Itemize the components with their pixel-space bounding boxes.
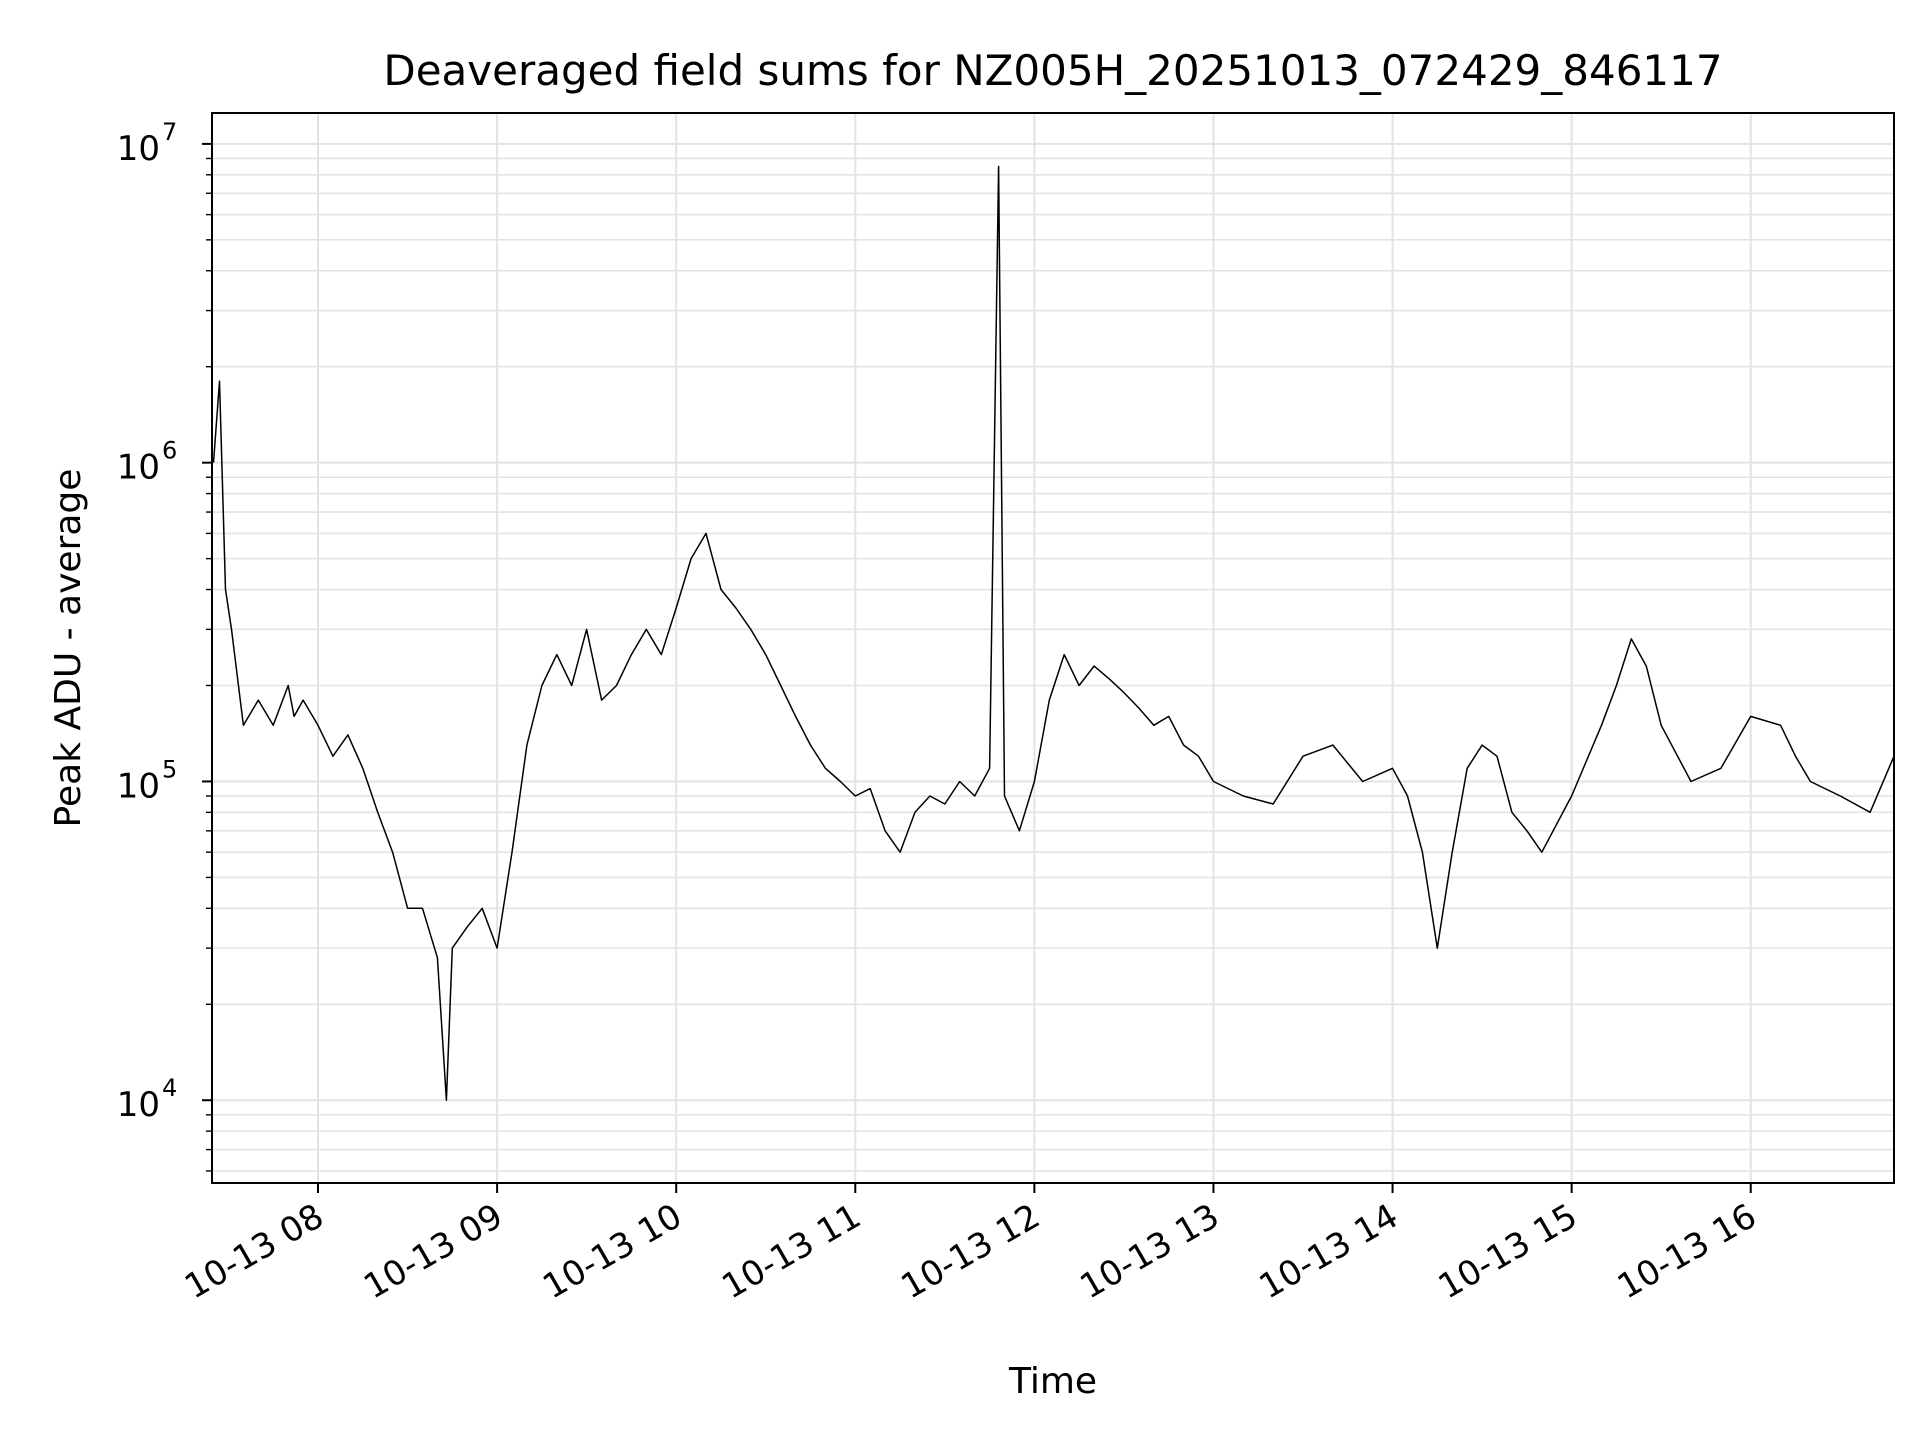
x-axis-label: Time bbox=[1008, 1361, 1097, 1402]
y-tick-label: 10 bbox=[117, 766, 160, 806]
y-tick-label: 10 bbox=[117, 448, 160, 488]
chart-title: Deaveraged field sums for NZ005H_2025101… bbox=[383, 46, 1722, 95]
series-layer bbox=[212, 165, 1895, 1101]
y-tick-label-exponent: 5 bbox=[162, 755, 177, 783]
y-axis-label: Peak ADU - average bbox=[48, 469, 89, 828]
y-tick-label: 10 bbox=[117, 129, 160, 169]
series-line bbox=[212, 165, 1895, 1101]
y-tick-label: 10 bbox=[117, 1085, 160, 1125]
y-tick-label-exponent: 4 bbox=[162, 1074, 177, 1102]
grid bbox=[212, 113, 1894, 1183]
plot-frame bbox=[211, 112, 1895, 1184]
y-tick-label-exponent: 6 bbox=[162, 437, 177, 465]
y-tick-label-exponent: 7 bbox=[162, 118, 177, 146]
